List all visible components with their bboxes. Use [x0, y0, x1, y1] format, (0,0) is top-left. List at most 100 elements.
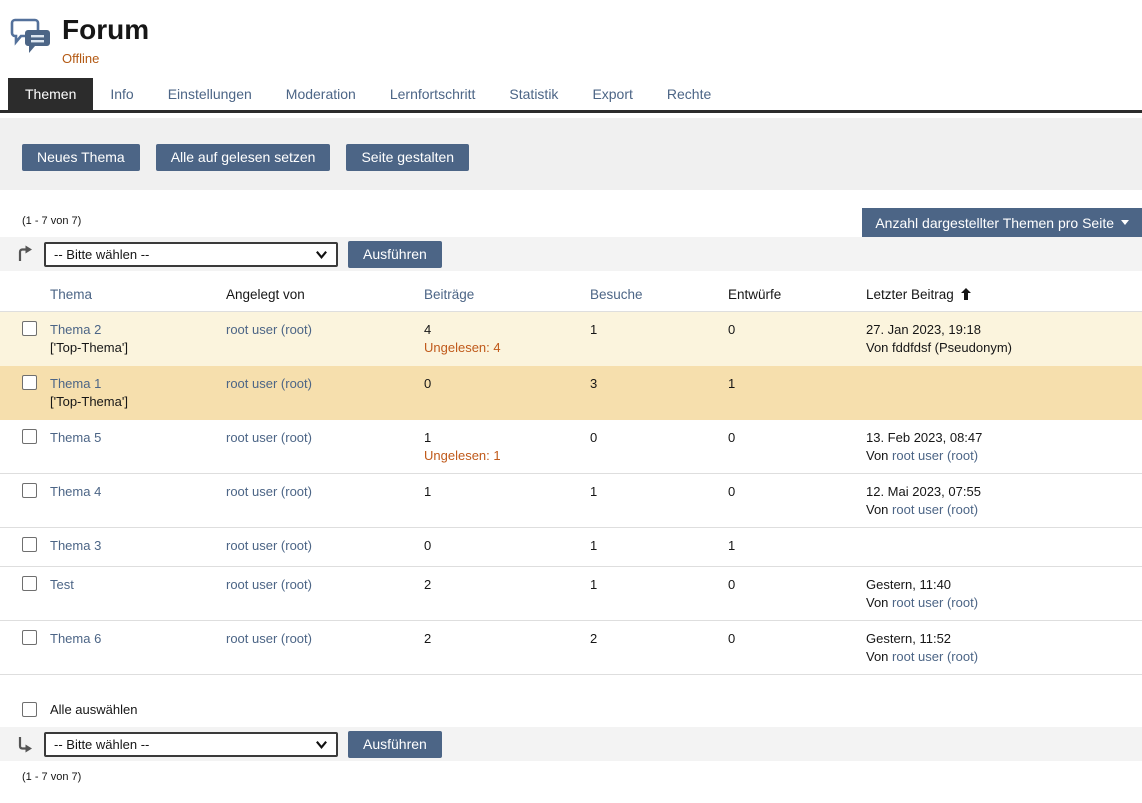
last-post-author-line: Von root user (root) [866, 501, 1120, 518]
last-post-by-prefix: Von [866, 340, 889, 355]
table-row: Thema 6 root user (root) 2 2 0 Gestern, … [0, 621, 1142, 675]
alle-auf-gelesen-setzen-button[interactable]: Alle auf gelesen setzen [155, 144, 331, 171]
column-header-beitr-ge: Beiträge [424, 287, 590, 302]
last-post-author-line: Von fddfdsf (Pseudonym) [866, 339, 1120, 356]
page-header: Forum Offline [0, 0, 1142, 66]
table-row: Thema 3 root user (root) 0 1 1 [0, 528, 1142, 567]
select-all-row: Alle auswählen [0, 692, 1142, 727]
topic-link[interactable]: Thema 6 [50, 631, 102, 646]
last-post-author-link[interactable]: root user (root) [892, 502, 979, 517]
topic-link[interactable]: Thema 2 [50, 322, 102, 337]
bulk-action-select-bottom[interactable]: -- Bitte wählen -- [44, 731, 338, 757]
select-all-checkbox[interactable] [22, 702, 37, 717]
author-link[interactable]: root user (root) [226, 376, 312, 391]
column-header-besuche: Besuche [590, 287, 728, 302]
column-header-label[interactable]: Thema [50, 287, 93, 302]
posts-count: 4 [424, 322, 432, 337]
tab-bar: Themen Info Einstellungen Moderation Lernfor… [0, 78, 1142, 113]
drafts-count: 0 [728, 322, 736, 337]
topic-subtitle: ['Top-Thema'] [50, 394, 128, 409]
page-title: Forum [62, 14, 150, 45]
table-row: Thema 1 ['Top-Thema'] root user (root) 0… [0, 366, 1142, 420]
column-header-letzter-beitrag: Letzter Beitrag [866, 287, 1120, 302]
table-row: Thema 2 ['Top-Thema'] root user (root) 4… [0, 312, 1142, 366]
bulk-action-bar-bottom: -- Bitte wählen -- Ausführen [0, 727, 1142, 761]
tab-einstellungen[interactable]: Einstellungen [167, 86, 252, 102]
column-header-label: Entwürfe [728, 287, 782, 302]
last-post-by-prefix: Von [866, 595, 889, 610]
column-header-thema: Thema [50, 287, 226, 302]
neues-thema-button[interactable]: Neues Thema [22, 144, 140, 171]
posts-count: 0 [424, 376, 432, 391]
bulk-action-bar-top: -- Bitte wählen -- Ausführen [0, 237, 1142, 271]
author-link[interactable]: root user (root) [226, 538, 312, 553]
posts-count: 2 [424, 631, 432, 646]
row-checkbox[interactable] [22, 321, 37, 336]
posts-count: 2 [424, 577, 432, 592]
column-header-label[interactable]: Beiträge [424, 287, 475, 302]
unread-posts-link[interactable]: Ungelesen: 4 [424, 340, 501, 355]
unread-posts-link[interactable]: Ungelesen: 1 [424, 448, 501, 463]
topics-table: Thema Angelegt von Beiträge Besuche Entwürfe… [0, 277, 1142, 675]
posts-count: 0 [424, 538, 432, 553]
tab-export[interactable]: Export [592, 86, 633, 102]
posts-count: 1 [424, 430, 432, 445]
author-link[interactable]: root user (root) [226, 430, 312, 445]
last-post-author-link[interactable]: fddfdsf (Pseudonym) [892, 340, 1012, 355]
row-checkbox[interactable] [22, 375, 37, 390]
topic-link[interactable]: Thema 5 [50, 430, 102, 445]
table-row: Test root user (root) 2 1 0 Gestern, 11:… [0, 567, 1142, 621]
row-checkbox[interactable] [22, 537, 37, 552]
row-checkbox[interactable] [22, 429, 37, 444]
topic-link[interactable]: Thema 4 [50, 484, 102, 499]
drafts-count: 1 [728, 538, 736, 553]
column-header-label[interactable]: Besuche [590, 287, 643, 302]
seite-gestalten-button[interactable]: Seite gestalten [346, 144, 470, 171]
row-checkbox[interactable] [22, 630, 37, 645]
last-post-by-prefix: Von [866, 502, 889, 517]
tab-themen[interactable]: Themen [8, 78, 94, 110]
pagination-top: (1 - 7 von 7) [22, 215, 82, 227]
drafts-count: 0 [728, 430, 736, 445]
last-post-date: 13. Feb 2023, 08:47 [866, 430, 983, 445]
visits-count: 0 [590, 430, 598, 445]
forum-speech-bubbles-icon [10, 18, 50, 53]
column-header-label: Angelegt von [226, 287, 305, 302]
tab-lernfortschritt[interactable]: Lernfortschritt [389, 86, 476, 102]
column-header-entw-rfe: Entwürfe [728, 287, 866, 302]
per-page-dropdown-button[interactable]: Anzahl dargestellter Themen pro Seite [862, 208, 1142, 237]
last-post-author-line: Von root user (root) [866, 594, 1120, 611]
topic-subtitle: ['Top-Thema'] [50, 340, 128, 355]
visits-count: 2 [590, 631, 598, 646]
last-post-date: 27. Jan 2023, 19:18 [866, 322, 981, 337]
table-header-row: Thema Angelegt von Beiträge Besuche Entwürfe… [0, 277, 1142, 312]
execute-button-top[interactable]: Ausführen [348, 240, 442, 268]
author-link[interactable]: root user (root) [226, 577, 312, 592]
column-header-angelegt-von: Angelegt von [226, 287, 424, 302]
drafts-count: 1 [728, 376, 736, 391]
column-header-label: Letzter Beitrag [866, 287, 954, 302]
last-post-date: 12. Mai 2023, 07:55 [866, 484, 981, 499]
tab-info[interactable]: Info [110, 86, 134, 102]
drafts-count: 0 [728, 631, 736, 646]
author-link[interactable]: root user (root) [226, 484, 312, 499]
last-post-date: Gestern, 11:52 [866, 631, 952, 646]
topic-link[interactable]: Test [50, 577, 74, 592]
pagination-bottom: (1 - 7 von 7) [22, 771, 82, 783]
last-post-author-link[interactable]: root user (root) [892, 448, 979, 463]
tab-statistik[interactable]: Statistik [509, 86, 559, 102]
author-link[interactable]: root user (root) [226, 322, 312, 337]
topic-link[interactable]: Thema 3 [50, 538, 102, 553]
visits-count: 1 [590, 538, 598, 553]
last-post-author-link[interactable]: root user (root) [892, 595, 979, 610]
author-link[interactable]: root user (root) [226, 631, 312, 646]
tab-rechte[interactable]: Rechte [666, 86, 712, 102]
offline-status-badge: Offline [62, 51, 100, 66]
row-checkbox[interactable] [22, 576, 37, 591]
execute-button-bottom[interactable]: Ausführen [348, 730, 442, 758]
bulk-action-select-top[interactable]: -- Bitte wählen -- [44, 241, 338, 267]
tab-moderation[interactable]: Moderation [285, 86, 356, 102]
row-checkbox[interactable] [22, 483, 37, 498]
topic-link[interactable]: Thema 1 [50, 376, 102, 391]
last-post-author-link[interactable]: root user (root) [892, 649, 979, 664]
